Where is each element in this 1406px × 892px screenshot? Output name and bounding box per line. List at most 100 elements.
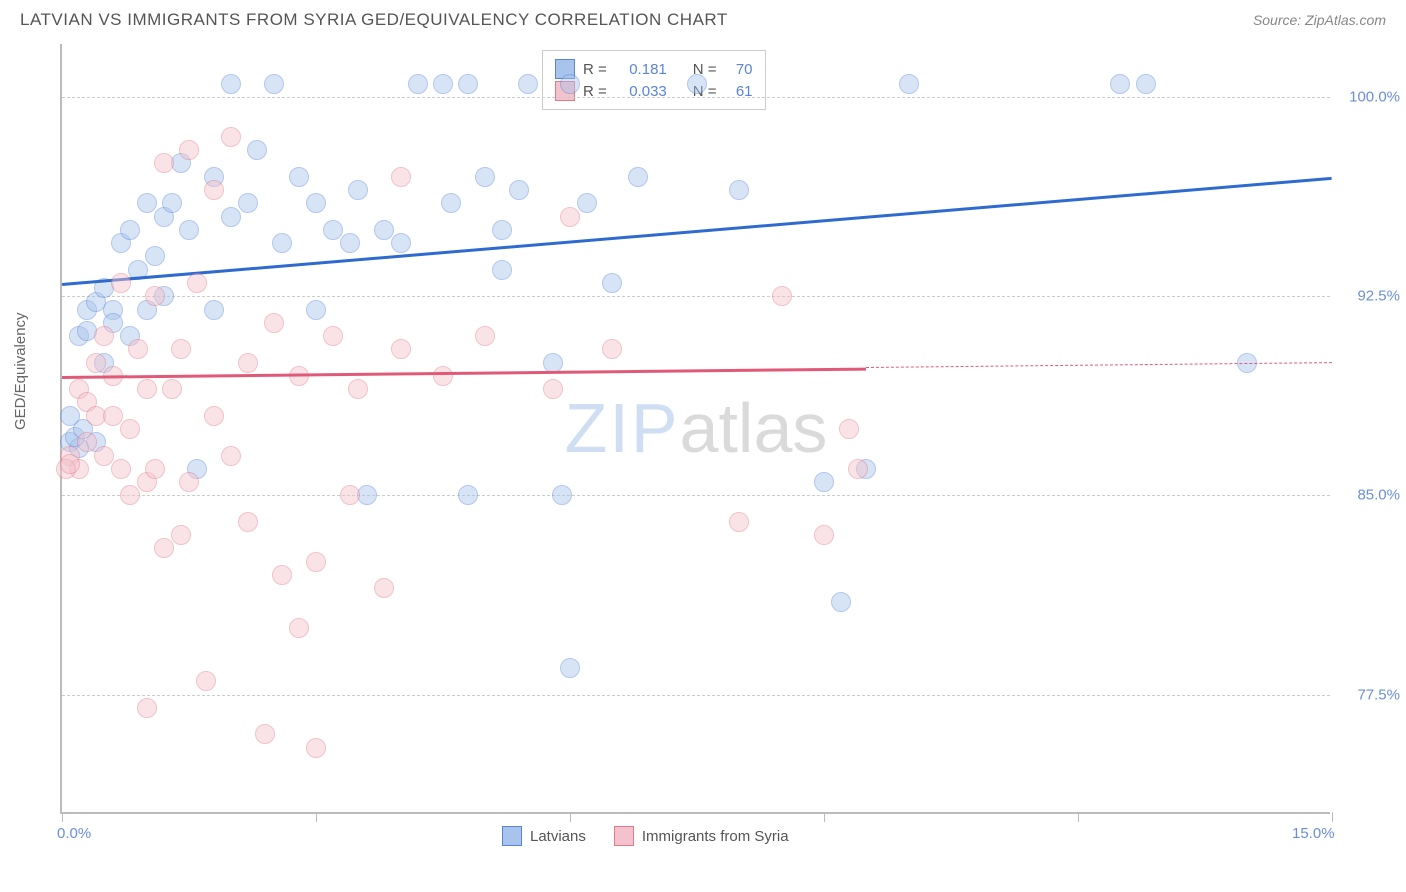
data-point	[492, 260, 512, 280]
data-point	[272, 233, 292, 253]
x-tick	[1332, 812, 1333, 822]
data-point	[103, 406, 123, 426]
data-point	[145, 246, 165, 266]
data-point	[196, 671, 216, 691]
gridline	[62, 695, 1330, 696]
legend-n-value: 70	[725, 61, 753, 78]
data-point	[120, 485, 140, 505]
data-point	[264, 313, 284, 333]
data-point	[306, 552, 326, 572]
trend-line-dashed	[866, 363, 1332, 369]
data-point	[560, 207, 580, 227]
legend-item: Latvians	[502, 826, 586, 846]
source-label: Source: ZipAtlas.com	[1253, 12, 1386, 28]
data-point	[306, 193, 326, 213]
legend-swatch	[614, 826, 634, 846]
watermark: ZIPatlas	[565, 388, 828, 468]
data-point	[772, 286, 792, 306]
data-point	[221, 446, 241, 466]
x-tick-label: 0.0%	[57, 825, 91, 842]
data-point	[255, 724, 275, 744]
legend-swatch	[502, 826, 522, 846]
data-point	[348, 180, 368, 200]
data-point	[120, 220, 140, 240]
data-point	[86, 353, 106, 373]
x-tick-label: 15.0%	[1292, 825, 1335, 842]
data-point	[171, 339, 191, 359]
data-point	[602, 339, 622, 359]
trend-line	[62, 367, 866, 378]
data-point	[60, 406, 80, 426]
data-point	[238, 512, 258, 532]
data-point	[238, 353, 258, 373]
data-point	[111, 273, 131, 293]
data-point	[899, 74, 919, 94]
data-point	[306, 738, 326, 758]
data-point	[374, 578, 394, 598]
data-point	[162, 379, 182, 399]
legend-r-label: R =	[583, 61, 607, 78]
data-point	[204, 406, 224, 426]
data-point	[162, 193, 182, 213]
data-point	[289, 618, 309, 638]
data-point	[137, 698, 157, 718]
data-point	[560, 658, 580, 678]
data-point	[1110, 74, 1130, 94]
data-point	[340, 233, 360, 253]
data-point	[137, 379, 157, 399]
gridline	[62, 97, 1330, 98]
data-point	[187, 273, 207, 293]
x-tick	[62, 812, 63, 822]
data-point	[221, 207, 241, 227]
data-point	[348, 379, 368, 399]
data-point	[1136, 74, 1156, 94]
data-point	[77, 432, 97, 452]
x-tick	[570, 812, 571, 822]
data-point	[543, 379, 563, 399]
scatter-chart: ZIPatlas R =0.181N =70R =0.033N =61 Latv…	[60, 44, 1330, 814]
data-point	[560, 74, 580, 94]
legend-series-label: Immigrants from Syria	[642, 828, 789, 845]
data-point	[687, 74, 707, 94]
data-point	[729, 512, 749, 532]
y-axis-label: GED/Equivalency	[12, 312, 29, 430]
data-point	[374, 220, 394, 240]
series-legend: Latvians Immigrants from Syria	[502, 826, 789, 846]
data-point	[179, 220, 199, 240]
data-point	[458, 485, 478, 505]
data-point	[179, 472, 199, 492]
data-point	[848, 459, 868, 479]
data-point	[814, 472, 834, 492]
data-point	[264, 74, 284, 94]
data-point	[137, 193, 157, 213]
x-tick	[1078, 812, 1079, 822]
data-point	[289, 167, 309, 187]
data-point	[94, 446, 114, 466]
data-point	[408, 74, 428, 94]
data-point	[221, 127, 241, 147]
data-point	[391, 233, 411, 253]
data-point	[204, 180, 224, 200]
data-point	[128, 339, 148, 359]
data-point	[475, 167, 495, 187]
x-tick	[824, 812, 825, 822]
y-tick-label: 92.5%	[1340, 288, 1400, 305]
legend-row: R =0.181N =70	[555, 59, 753, 79]
data-point	[145, 459, 165, 479]
data-point	[628, 167, 648, 187]
data-point	[831, 592, 851, 612]
data-point	[120, 419, 140, 439]
data-point	[433, 74, 453, 94]
gridline	[62, 296, 1330, 297]
data-point	[221, 74, 241, 94]
data-point	[111, 459, 131, 479]
data-point	[543, 353, 563, 373]
y-tick-label: 100.0%	[1340, 89, 1400, 106]
data-point	[323, 326, 343, 346]
data-point	[729, 180, 749, 200]
y-tick-label: 77.5%	[1340, 686, 1400, 703]
data-point	[391, 167, 411, 187]
legend-series-label: Latvians	[530, 828, 586, 845]
data-point	[94, 326, 114, 346]
data-point	[492, 220, 512, 240]
